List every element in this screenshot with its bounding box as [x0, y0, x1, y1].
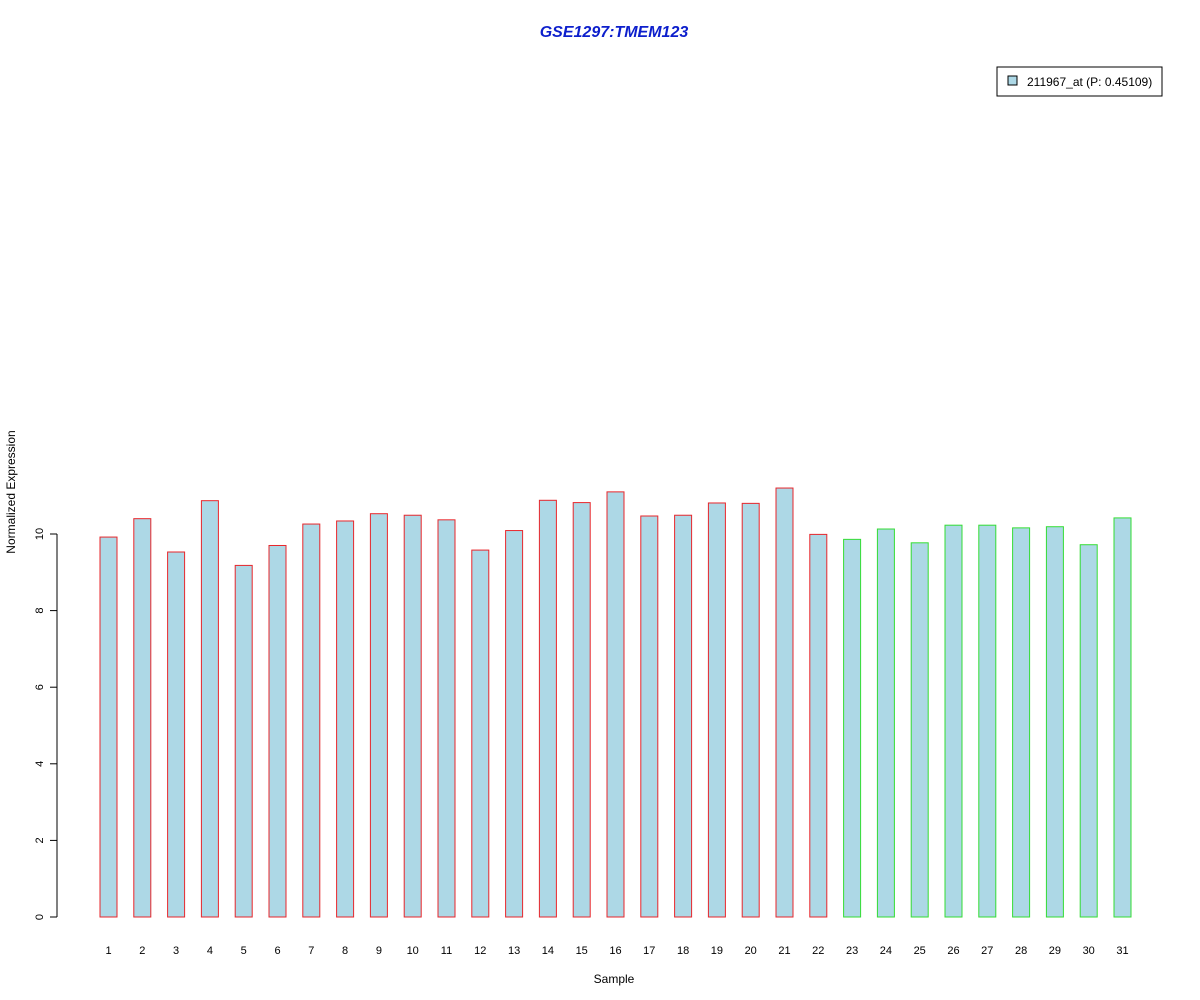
bar-sample-29	[1045, 526, 1064, 918]
bar-sample-23	[843, 538, 862, 918]
chart-title: GSE1297:TMEM123	[540, 24, 689, 41]
x-tick-label: 28	[1015, 945, 1027, 957]
x-tick-label: 3	[173, 945, 179, 957]
legend-box	[996, 66, 1163, 97]
bar-sample-10	[403, 514, 422, 918]
bar-sample-20	[741, 502, 760, 918]
bar-sample-11	[437, 519, 456, 918]
legend-label: 211967_at (P: 0.45109)	[1027, 75, 1152, 89]
bar-sample-8	[336, 520, 355, 918]
bar-sample-22	[809, 533, 828, 918]
bar-sample-6	[268, 544, 287, 918]
x-tick-label: 1	[105, 945, 111, 957]
x-tick-label: 16	[609, 945, 621, 957]
bar-sample-2	[133, 518, 152, 918]
bar-sample-13	[505, 530, 524, 918]
bar-sample-12	[471, 549, 490, 918]
x-tick-label: 17	[643, 945, 655, 957]
x-tick-label: 12	[474, 945, 486, 957]
x-tick-labels: 1 2 3 4 5 6 7 8 9 10 11 12 13 14 15 16 17 18 19 20 21 22 23 24 2…	[105, 945, 1128, 957]
bar-sample-24	[876, 528, 895, 918]
x-tick-label: 22	[812, 945, 824, 957]
x-tick-label: 8	[342, 945, 348, 957]
y-axis: 0 2 4 6 8 10	[34, 528, 58, 920]
bar-sample-5	[234, 564, 253, 918]
y-tick-label: 0	[34, 914, 46, 920]
x-tick-label: 25	[914, 945, 926, 957]
y-axis-title: Normalized Expression	[4, 430, 18, 553]
x-tick-label: 29	[1049, 945, 1061, 957]
x-tick-label: 31	[1116, 945, 1128, 957]
x-tick-label: 20	[745, 945, 757, 957]
x-tick-label: 9	[376, 945, 382, 957]
x-tick-label: 30	[1083, 945, 1095, 957]
x-tick-label: 21	[778, 945, 790, 957]
x-tick-label: 27	[981, 945, 993, 957]
bar-sample-4	[200, 500, 219, 918]
x-tick-label: 15	[576, 945, 588, 957]
x-tick-label: 18	[677, 945, 689, 957]
bar-sample-21	[775, 487, 794, 918]
y-tick-label: 2	[34, 837, 46, 843]
legend-swatch	[1007, 75, 1018, 86]
bar-sample-16	[606, 491, 625, 918]
bar-sample-25	[910, 542, 929, 918]
x-tick-label: 26	[947, 945, 959, 957]
bar-sample-1	[99, 536, 118, 918]
x-tick-label: 7	[308, 945, 314, 957]
bar-sample-3	[167, 551, 186, 918]
x-tick-label: 11	[441, 945, 452, 957]
y-tick-label: 8	[34, 608, 46, 614]
bar-sample-7	[302, 523, 321, 918]
bar-sample-14	[538, 499, 557, 918]
x-tick-label: 23	[846, 945, 858, 957]
bar-sample-31	[1113, 517, 1132, 918]
x-tick-label: 5	[241, 945, 247, 957]
bar-sample-26	[944, 524, 963, 918]
x-tick-label: 14	[542, 945, 554, 957]
y-tick-label: 4	[34, 761, 46, 767]
x-tick-label: 10	[407, 945, 419, 957]
y-tick-label: 6	[34, 684, 46, 690]
bar-sample-9	[369, 513, 388, 918]
bar-sample-15	[572, 502, 591, 918]
bar-sample-27	[978, 524, 997, 918]
x-tick-label: 13	[508, 945, 520, 957]
y-tick-label: 10	[34, 528, 46, 540]
bar-sample-19	[707, 502, 726, 918]
x-tick-label: 2	[139, 945, 145, 957]
x-tick-label: 4	[207, 945, 213, 957]
bar-sample-18	[674, 514, 693, 918]
legend: 211967_at (P: 0.45109)	[996, 66, 1163, 97]
bar-sample-28	[1012, 527, 1031, 918]
x-tick-label: 19	[711, 945, 723, 957]
bar-sample-30	[1079, 544, 1098, 918]
x-axis-title: Sample	[594, 972, 635, 986]
bars-group	[99, 487, 1132, 918]
x-tick-label: 24	[880, 945, 892, 957]
x-tick-label: 6	[274, 945, 280, 957]
bar-sample-17	[640, 515, 659, 918]
